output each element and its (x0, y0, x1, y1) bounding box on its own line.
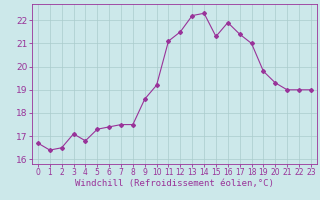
X-axis label: Windchill (Refroidissement éolien,°C): Windchill (Refroidissement éolien,°C) (75, 179, 274, 188)
